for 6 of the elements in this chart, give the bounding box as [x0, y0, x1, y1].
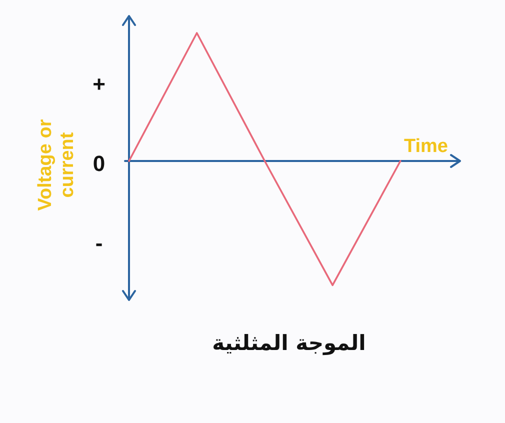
text: + [92, 72, 106, 96]
x-axis-title: Time [404, 136, 448, 157]
text: الموجة المثلثية [212, 331, 366, 356]
text: 0 [92, 151, 106, 176]
text: - [95, 230, 103, 256]
y-axis-title: Voltage or current [35, 118, 78, 211]
